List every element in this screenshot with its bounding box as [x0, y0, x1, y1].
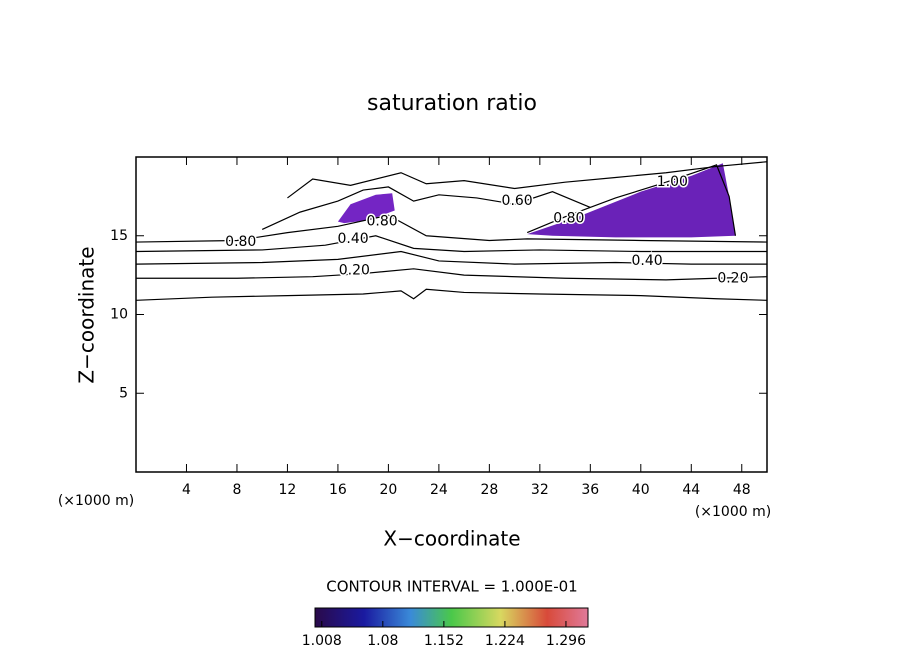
- colorbar-label: 1.224: [485, 633, 525, 649]
- colorbar-label: 1.08: [367, 633, 398, 649]
- contour-line: [135, 235, 767, 253]
- x-tick-label: 24: [430, 482, 448, 498]
- contour-label: 0.80: [367, 214, 398, 230]
- x-tick-label: 16: [329, 482, 347, 498]
- x-tick-label: 32: [531, 482, 549, 498]
- x-tick-label: 44: [682, 482, 700, 498]
- y-tick-label: 5: [119, 385, 128, 401]
- shaded-region: [527, 163, 736, 238]
- shaded-region: [337, 193, 395, 224]
- y-axis-label: Z−coordinate: [75, 246, 99, 383]
- contour-label: 0.80: [225, 234, 256, 250]
- x-tick-label: 36: [581, 482, 599, 498]
- x-tick-label: 12: [279, 482, 297, 498]
- contour-line: [136, 268, 768, 281]
- contour-line: [135, 250, 767, 265]
- y-tick-label: 10: [110, 307, 128, 323]
- contour-line: [526, 164, 737, 236]
- x-tick-label: 28: [480, 482, 498, 498]
- contour-interval: CONTOUR INTERVAL = 1.000E-01: [326, 578, 577, 596]
- x-tick-label: 48: [733, 482, 751, 498]
- x-tick-label: 8: [232, 482, 241, 498]
- contour-label: 0.20: [339, 262, 370, 278]
- x-tick-label: 40: [632, 482, 650, 498]
- contour-label: 0.20: [717, 270, 748, 286]
- colorbar-label: 1.008: [302, 633, 342, 649]
- contour-line: [135, 288, 768, 301]
- x-tick-label: 20: [379, 482, 397, 498]
- colorbar-label: 1.296: [546, 633, 586, 649]
- contour-label: 0.80: [553, 210, 584, 226]
- chart-title: saturation ratio: [367, 91, 537, 116]
- x-tick-label: 4: [182, 482, 191, 498]
- contour-label: 0.40: [337, 231, 368, 247]
- x-unit: (×1000 m): [695, 504, 771, 520]
- contour-line: [135, 214, 768, 243]
- contour-label: 0.60: [502, 193, 533, 209]
- x-axis-label: X−coordinate: [383, 527, 520, 551]
- contour-line: [261, 186, 591, 230]
- y-unit: (×1000 m): [58, 493, 134, 509]
- contour-line: [287, 161, 768, 199]
- colorbar: [314, 607, 589, 628]
- y-tick-label: 15: [110, 228, 128, 244]
- contour-label: 0.40: [632, 253, 663, 269]
- colorbar-label: 1.152: [424, 633, 464, 649]
- contour-label: 1.00: [657, 174, 688, 190]
